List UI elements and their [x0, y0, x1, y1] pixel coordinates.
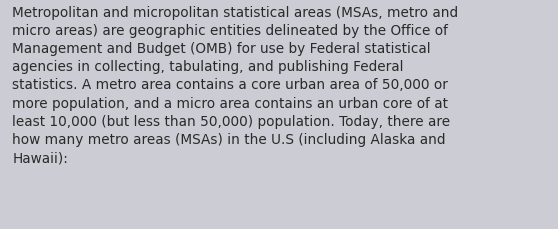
- Text: Metropolitan and micropolitan statistical areas (MSAs, metro and
micro areas) ar: Metropolitan and micropolitan statistica…: [12, 6, 459, 164]
